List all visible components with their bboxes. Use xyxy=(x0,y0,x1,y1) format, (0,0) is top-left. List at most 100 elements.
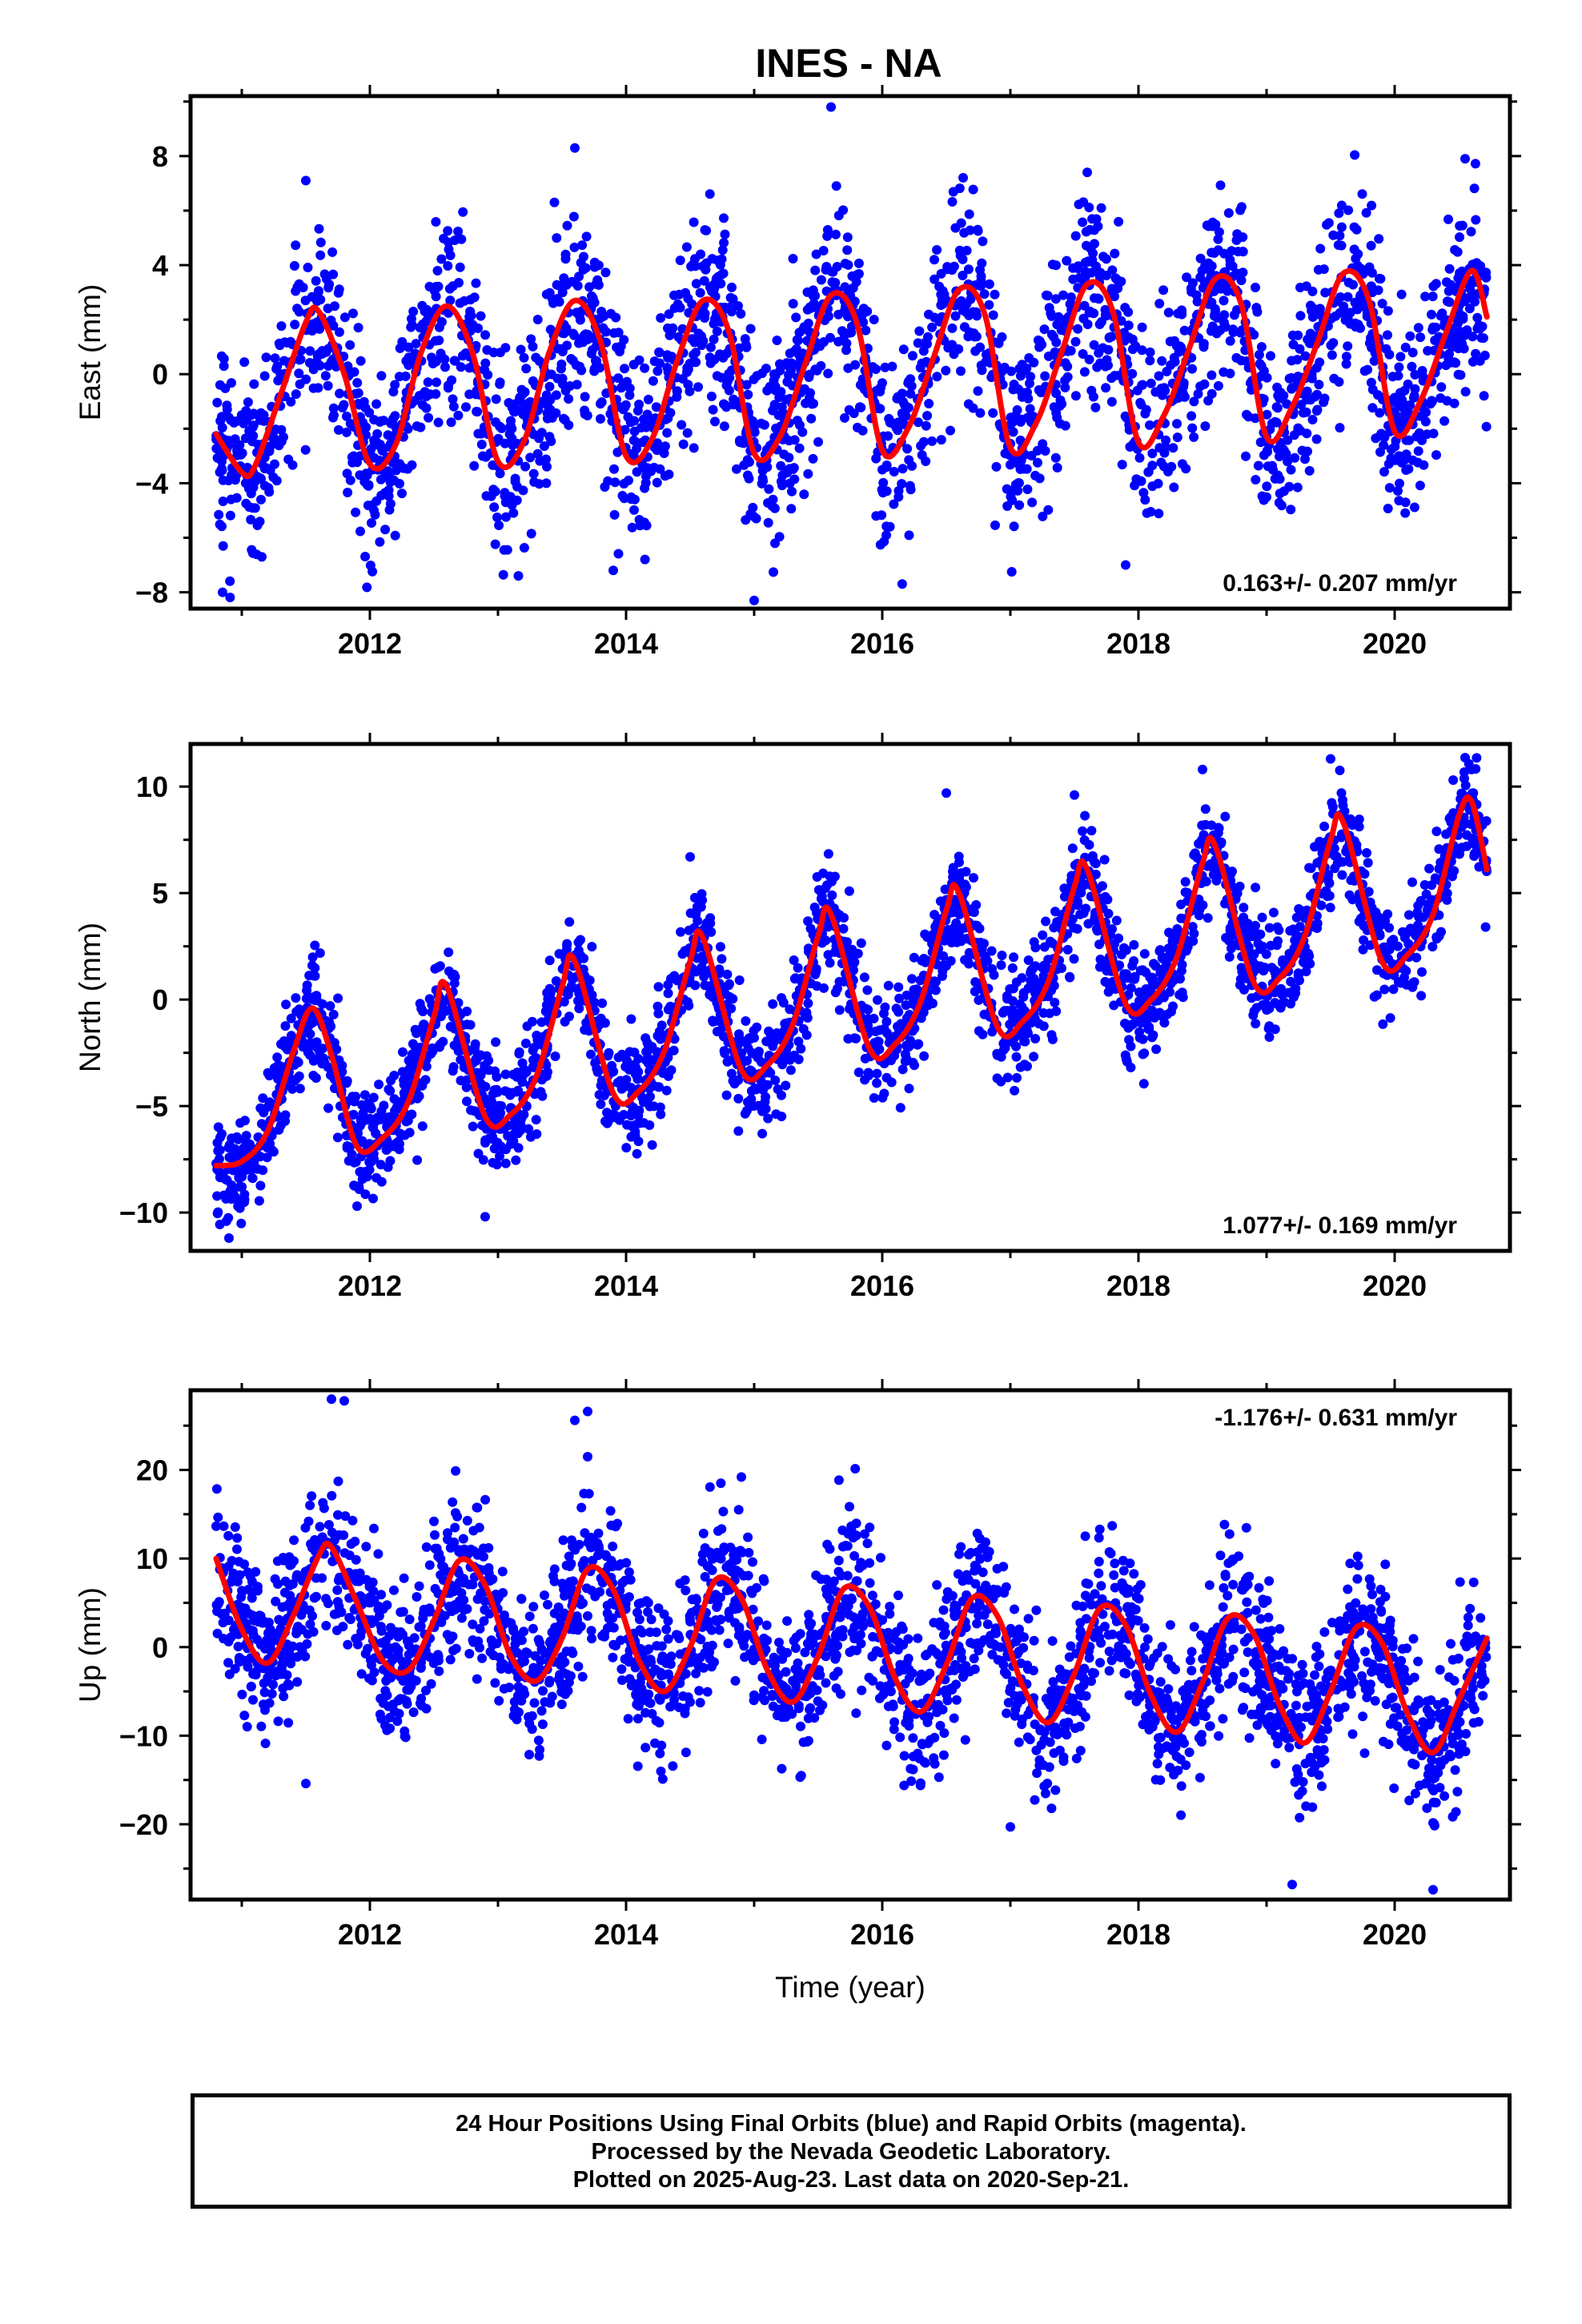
data-point xyxy=(342,468,352,479)
data-point xyxy=(813,436,823,447)
data-point xyxy=(1315,357,1325,368)
data-point xyxy=(480,1082,491,1092)
data-point xyxy=(634,400,644,409)
data-point xyxy=(1413,323,1423,333)
data-point xyxy=(449,356,460,366)
data-point xyxy=(881,521,892,532)
data-point xyxy=(697,331,706,341)
data-point xyxy=(784,436,794,446)
data-point xyxy=(741,340,751,350)
data-point xyxy=(1092,362,1102,372)
data-point xyxy=(1114,216,1124,227)
data-point xyxy=(293,1057,303,1068)
data-point xyxy=(884,413,894,424)
data-point xyxy=(1300,454,1310,464)
data-point xyxy=(305,346,315,356)
data-point xyxy=(681,242,692,252)
data-point xyxy=(1273,936,1283,947)
data-point xyxy=(749,1101,758,1112)
data-point xyxy=(290,320,300,330)
data-point xyxy=(1389,392,1399,403)
data-point xyxy=(348,1109,359,1120)
data-point xyxy=(310,940,320,951)
data-point xyxy=(1079,367,1090,377)
data-point xyxy=(1455,849,1464,859)
data-point xyxy=(465,295,476,305)
data-point xyxy=(593,260,604,271)
data-point xyxy=(1392,941,1403,951)
data-point xyxy=(1148,1030,1158,1040)
data-point xyxy=(211,444,222,453)
data-point xyxy=(997,332,1007,342)
data-point xyxy=(472,406,482,416)
data-point xyxy=(362,582,372,593)
data-point xyxy=(803,468,813,479)
data-point xyxy=(560,254,571,264)
data-point xyxy=(964,947,974,958)
data-point xyxy=(1095,955,1106,964)
data-point xyxy=(1272,922,1283,932)
data-point xyxy=(480,330,491,340)
data-point xyxy=(443,383,453,393)
data-point xyxy=(1262,445,1272,456)
data-point xyxy=(1235,881,1245,891)
data-point xyxy=(465,306,476,316)
data-point xyxy=(1431,826,1442,837)
data-point xyxy=(948,862,958,873)
data-point xyxy=(469,1106,480,1116)
data-point xyxy=(1220,322,1231,332)
data-point xyxy=(785,366,796,376)
data-point xyxy=(1041,916,1051,927)
data-point xyxy=(1286,976,1296,987)
data-point xyxy=(541,478,552,489)
data-point xyxy=(733,1126,744,1136)
data-point xyxy=(661,1085,672,1096)
data-point xyxy=(1062,944,1073,955)
data-point xyxy=(824,311,833,321)
data-point xyxy=(722,969,733,979)
data-point xyxy=(1411,432,1422,442)
data-point xyxy=(433,281,444,292)
data-point xyxy=(532,315,543,324)
data-point xyxy=(903,378,913,388)
data-point xyxy=(444,947,454,958)
data-point xyxy=(1315,243,1326,254)
data-point xyxy=(1276,983,1287,994)
data-point xyxy=(218,497,228,506)
data-point xyxy=(800,384,809,394)
data-point xyxy=(333,993,343,1003)
data-point xyxy=(893,485,904,496)
data-point xyxy=(1186,411,1197,421)
data-point xyxy=(495,379,505,389)
data-point xyxy=(893,982,904,992)
data-point xyxy=(269,433,279,443)
data-point xyxy=(624,1047,635,1057)
data-point xyxy=(954,344,964,354)
data-point xyxy=(757,1057,766,1068)
x-tick-label: 2018 xyxy=(1106,627,1170,660)
data-point xyxy=(303,263,313,272)
data-point xyxy=(823,849,833,859)
data-point xyxy=(431,217,441,227)
data-point xyxy=(1038,930,1048,940)
data-point xyxy=(863,1014,873,1024)
data-point xyxy=(568,211,579,222)
data-point xyxy=(1084,354,1094,364)
data-point xyxy=(1172,432,1182,443)
data-point xyxy=(1423,346,1433,356)
data-point xyxy=(339,312,350,323)
data-point xyxy=(691,279,701,289)
data-point xyxy=(1379,984,1390,995)
data-point xyxy=(320,371,331,381)
data-point xyxy=(1157,356,1167,366)
data-point xyxy=(1158,461,1169,472)
data-point xyxy=(982,956,993,966)
data-point xyxy=(1145,356,1155,366)
data-point xyxy=(1388,984,1399,995)
data-point xyxy=(1146,378,1156,388)
data-point xyxy=(314,287,323,297)
data-point xyxy=(838,923,849,934)
data-point xyxy=(436,254,447,264)
